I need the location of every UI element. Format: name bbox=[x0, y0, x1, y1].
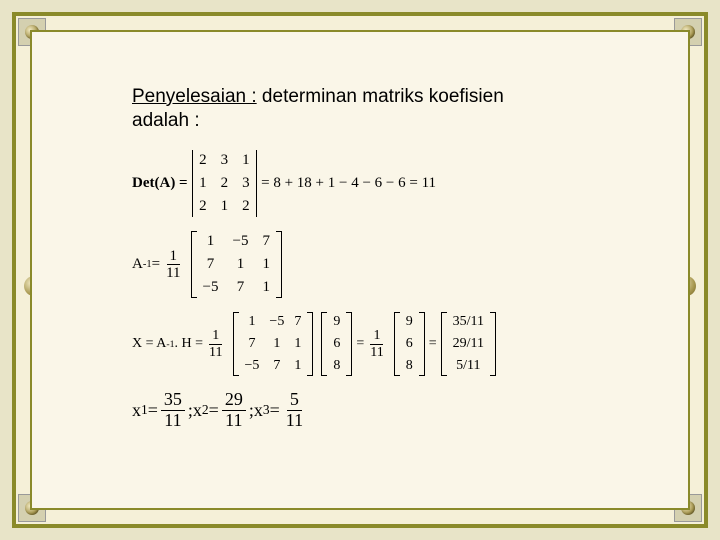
cell: 7 bbox=[269, 358, 284, 374]
frac-den: 11 bbox=[222, 411, 245, 431]
x-frac1: 1 11 bbox=[206, 328, 225, 360]
cell: 1 bbox=[294, 336, 301, 352]
subtitle: adalah : bbox=[132, 110, 628, 132]
det-label: Det(A) = bbox=[132, 175, 188, 192]
x-m1: 1 −5 7 7 1 1 −5 7 1 bbox=[233, 312, 314, 376]
x2-label: x bbox=[193, 400, 202, 421]
x-solution-row: X = A-1 . H = 1 11 1 −5 7 7 1 1 −5 bbox=[132, 312, 628, 376]
x-sup: -1 bbox=[166, 339, 174, 350]
x2-frac: 29 11 bbox=[222, 390, 246, 431]
cell: 6 bbox=[333, 336, 340, 352]
x1-frac: 35 11 bbox=[161, 390, 185, 431]
cell: 2 bbox=[199, 198, 207, 215]
cell: −5 bbox=[245, 358, 260, 374]
det-expansion: = 8 + 18 + 1 − 4 − 6 − 6 = 11 bbox=[261, 175, 436, 192]
cell: 1 bbox=[262, 279, 270, 296]
cell: 7 bbox=[245, 336, 260, 352]
cell: 2 bbox=[199, 152, 207, 169]
determinant-row: Det(A) = 2 3 1 1 2 3 2 1 2 bbox=[132, 150, 628, 217]
ainv-fraction: 1 11 bbox=[163, 248, 183, 282]
x3-frac: 5 11 bbox=[283, 390, 306, 431]
frac-num: 1 bbox=[209, 328, 222, 344]
cell: 29/11 bbox=[453, 336, 484, 352]
cell: 1 bbox=[203, 233, 219, 250]
x-frac2: 1 11 bbox=[367, 328, 386, 360]
slide-content: Penyelesaian : determinan matriks koefis… bbox=[132, 86, 628, 468]
cell: −5 bbox=[232, 233, 248, 250]
cell: −5 bbox=[203, 279, 219, 296]
cell: 7 bbox=[232, 279, 248, 296]
cell: 7 bbox=[203, 256, 219, 273]
cell: 35/11 bbox=[453, 314, 484, 330]
cell: 1 bbox=[242, 152, 250, 169]
cell: −5 bbox=[269, 314, 284, 330]
x1-sub: 1 bbox=[141, 402, 148, 418]
cell: 7 bbox=[294, 314, 301, 330]
cell: 1 bbox=[245, 314, 260, 330]
cell: 1 bbox=[262, 256, 270, 273]
ainv-matrix: 1 −5 7 7 1 1 −5 7 1 bbox=[191, 231, 282, 298]
cell: 1 bbox=[232, 256, 248, 273]
cell: 8 bbox=[406, 358, 413, 374]
x-h: 9 6 8 bbox=[321, 312, 352, 376]
frac-num: 1 bbox=[370, 328, 383, 344]
eq-sign: = bbox=[148, 400, 158, 421]
frac-den: 11 bbox=[367, 345, 386, 360]
frac-den: 11 bbox=[283, 411, 306, 431]
frac-den: 11 bbox=[161, 411, 184, 431]
eq-sign: = bbox=[270, 400, 280, 421]
x2-sub: 2 bbox=[202, 402, 209, 418]
x-h2: 9 6 8 bbox=[394, 312, 425, 376]
cell: 1 bbox=[294, 358, 301, 374]
cell: 1 bbox=[199, 175, 207, 192]
title-line: Penyelesaian : determinan matriks koefis… bbox=[132, 86, 628, 108]
outer-frame: Penyelesaian : determinan matriks koefis… bbox=[12, 12, 708, 528]
ainv-label: A bbox=[132, 256, 143, 273]
frac-den: 11 bbox=[163, 265, 183, 282]
a-inverse-row: A-1 = 1 11 1 −5 7 7 1 1 −5 bbox=[132, 231, 628, 298]
x-rest: . H = bbox=[175, 336, 204, 352]
cell: 9 bbox=[406, 314, 413, 330]
frac-num: 5 bbox=[287, 390, 302, 411]
title-rest: determinan matriks koefisien bbox=[257, 86, 504, 107]
cell: 5/11 bbox=[453, 358, 484, 374]
x-result: 35/11 29/11 5/11 bbox=[441, 312, 496, 376]
eq-sign: = bbox=[209, 400, 219, 421]
cell: 8 bbox=[333, 358, 340, 374]
eq-sign: = bbox=[356, 336, 364, 352]
title-underlined: Penyelesaian : bbox=[132, 86, 257, 107]
cell: 6 bbox=[406, 336, 413, 352]
eq-sign: = bbox=[429, 336, 437, 352]
cell: 9 bbox=[333, 314, 340, 330]
cell: 2 bbox=[242, 198, 250, 215]
cell: 1 bbox=[221, 198, 229, 215]
x3-label: x bbox=[254, 400, 263, 421]
cell: 2 bbox=[221, 175, 229, 192]
x3-sub: 3 bbox=[263, 402, 270, 418]
cell: 1 bbox=[269, 336, 284, 352]
inner-frame: Penyelesaian : determinan matriks koefis… bbox=[30, 30, 690, 510]
x1-label: x bbox=[132, 400, 141, 421]
frac-den: 11 bbox=[206, 345, 225, 360]
frac-num: 1 bbox=[167, 248, 181, 266]
x-label: X = A bbox=[132, 336, 166, 352]
frac-num: 35 bbox=[161, 390, 185, 411]
cell: 3 bbox=[221, 152, 229, 169]
eq-sign: = bbox=[152, 256, 160, 273]
cell: 7 bbox=[262, 233, 270, 250]
final-solutions-row: x1 = 35 11 ; x2 = 29 11 ; x3 = 5 bbox=[132, 390, 628, 431]
cell: 3 bbox=[242, 175, 250, 192]
ainv-sup: -1 bbox=[143, 259, 152, 270]
frac-num: 29 bbox=[222, 390, 246, 411]
det-matrix: 2 3 1 1 2 3 2 1 2 bbox=[192, 150, 258, 217]
